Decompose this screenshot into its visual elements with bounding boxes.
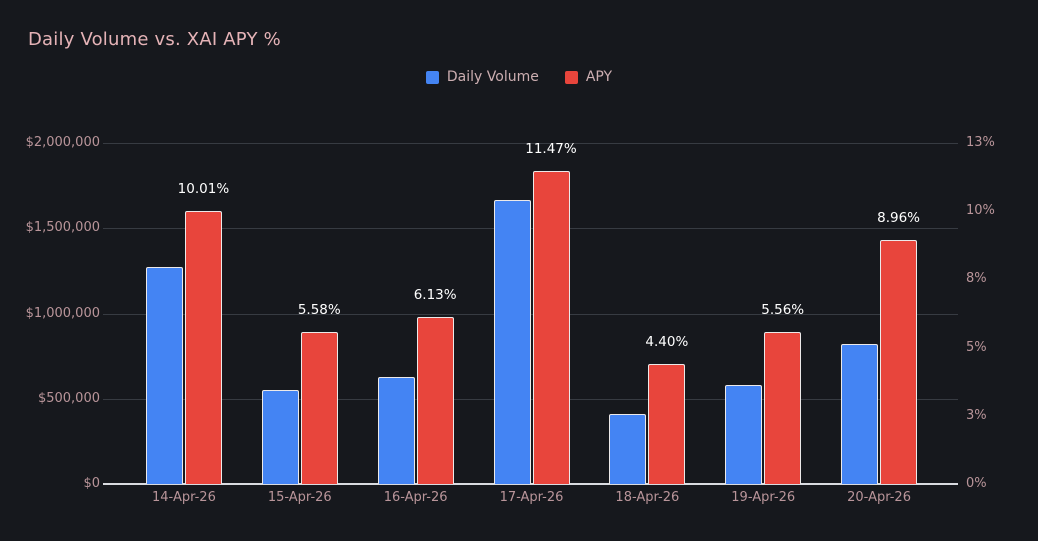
apy-bar[interactable] bbox=[764, 332, 802, 484]
legend-swatch-icon bbox=[425, 70, 439, 84]
legend-item-label: Daily Volume bbox=[446, 69, 539, 85]
volume-bar[interactable] bbox=[725, 385, 763, 484]
left-axis-tick-label: $500,000 bbox=[37, 390, 100, 406]
right-axis-tick-label: 13% bbox=[966, 135, 995, 150]
apy-bar[interactable] bbox=[648, 363, 686, 484]
legend: Daily Volume APY bbox=[0, 69, 1038, 85]
x-axis-category-label: 18-Apr-26 bbox=[615, 490, 680, 505]
volume-bar[interactable] bbox=[609, 414, 647, 484]
left-axis-tick-label: $0 bbox=[83, 476, 100, 491]
apy-value-label: 5.56% bbox=[761, 302, 805, 319]
x-axis-category-label: 17-Apr-26 bbox=[499, 490, 564, 505]
gridline bbox=[103, 228, 958, 230]
legend-item-label: APY bbox=[585, 69, 613, 85]
x-axis-category-label: 16-Apr-26 bbox=[383, 490, 448, 505]
legend-swatch-icon bbox=[564, 70, 578, 84]
apy-bar[interactable] bbox=[300, 331, 338, 484]
volume-bar[interactable] bbox=[377, 376, 415, 484]
apy-bar[interactable] bbox=[416, 316, 454, 484]
legend-item-daily-volume[interactable]: Daily Volume bbox=[425, 69, 539, 85]
gridline bbox=[103, 313, 958, 315]
apy-bar[interactable] bbox=[880, 239, 918, 484]
volume-bar[interactable] bbox=[145, 267, 183, 484]
right-axis-tick-label: 10% bbox=[966, 203, 995, 219]
legend-item-apy[interactable]: APY bbox=[564, 69, 613, 85]
left-axis-tick-label: $2,000,000 bbox=[25, 135, 100, 150]
x-axis-line bbox=[103, 483, 958, 485]
apy-value-label: 10.01% bbox=[177, 180, 230, 197]
volume-bar[interactable] bbox=[841, 344, 879, 484]
volume-bar[interactable] bbox=[261, 390, 299, 484]
apy-value-label: 6.13% bbox=[413, 286, 457, 303]
x-axis-category-label: 19-Apr-26 bbox=[731, 490, 796, 505]
apy-bar[interactable] bbox=[532, 171, 570, 484]
right-axis-tick-label: 0% bbox=[966, 476, 987, 491]
apy-bar[interactable] bbox=[184, 210, 222, 484]
chart-title: Daily Volume vs. XAI APY % bbox=[28, 29, 281, 50]
right-axis-tick-label: 3% bbox=[966, 407, 987, 423]
apy-value-label: 5.58% bbox=[297, 301, 341, 318]
x-axis-category-label: 14-Apr-26 bbox=[152, 490, 216, 505]
gridline bbox=[103, 143, 958, 144]
x-axis-category-label: 20-Apr-26 bbox=[847, 490, 911, 505]
gridline bbox=[103, 398, 958, 400]
x-axis-category-label: 15-Apr-26 bbox=[267, 490, 332, 505]
right-axis-tick-label: 8% bbox=[966, 271, 987, 287]
right-axis-tick-label: 5% bbox=[966, 339, 987, 355]
left-axis-tick-label: $1,000,000 bbox=[25, 305, 100, 321]
apy-value-label: 8.96% bbox=[877, 209, 920, 226]
left-axis-tick-label: $1,500,000 bbox=[25, 220, 100, 236]
apy-value-label: 11.47% bbox=[525, 141, 577, 158]
volume-bar[interactable] bbox=[493, 200, 531, 484]
apy-value-label: 4.40% bbox=[645, 333, 689, 350]
